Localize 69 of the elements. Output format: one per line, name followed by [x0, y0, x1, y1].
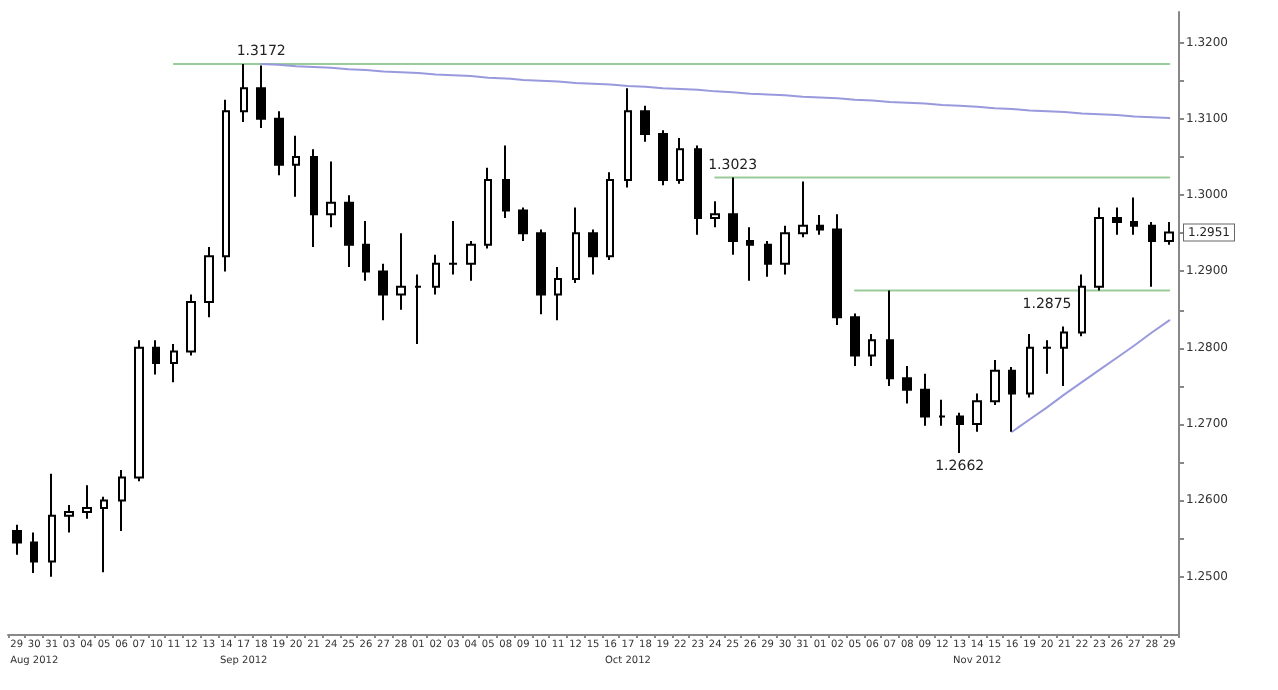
candlestick	[344, 194, 354, 268]
candlestick	[1060, 325, 1068, 387]
candlestick	[606, 171, 614, 262]
candlestick	[902, 365, 912, 405]
candlestick	[170, 342, 178, 384]
candlestick	[30, 531, 38, 574]
candlestick	[362, 220, 370, 282]
candlestick	[658, 129, 668, 187]
candlestick	[152, 339, 160, 376]
candlestick	[378, 262, 388, 322]
candlestick	[850, 312, 860, 368]
candlestick	[310, 148, 318, 249]
candlestick	[432, 253, 440, 296]
candlestick	[710, 200, 720, 229]
candlestick	[118, 468, 126, 532]
candlestick	[1148, 220, 1156, 288]
candlestick	[780, 224, 790, 276]
candlestick	[1112, 206, 1122, 236]
candlestick	[746, 226, 754, 282]
candlestick	[186, 293, 196, 357]
candlestick	[990, 359, 1000, 407]
candlestick	[274, 110, 284, 177]
candlestick	[588, 228, 598, 276]
candlestick	[972, 392, 982, 433]
candlestick	[694, 144, 702, 236]
candlestick	[518, 206, 528, 242]
candlestick	[676, 136, 684, 185]
candlestick	[466, 239, 476, 282]
candlestick	[938, 398, 946, 427]
line-series	[1011, 319, 1171, 433]
candlestick	[816, 214, 824, 236]
candlestick	[956, 411, 964, 455]
candlestick	[256, 64, 266, 130]
candlestick	[1026, 333, 1034, 399]
candlestick	[12, 523, 22, 556]
candlestick	[1078, 273, 1086, 338]
candlestick	[1008, 365, 1016, 433]
candlestick	[1094, 206, 1104, 292]
candlestick	[396, 232, 406, 311]
candlestick	[326, 160, 336, 229]
candlestick	[886, 289, 894, 387]
candlestick	[798, 180, 808, 239]
candlestick	[536, 228, 546, 316]
candlestick	[572, 206, 580, 284]
candlestick	[222, 98, 230, 273]
candlestick	[82, 484, 92, 520]
candlestick	[640, 104, 650, 143]
candlestick	[292, 134, 300, 198]
candlestick	[764, 239, 772, 278]
candlestick	[1042, 339, 1052, 375]
candlestick	[414, 273, 422, 345]
candlestick	[502, 144, 510, 220]
candlestick	[1130, 196, 1138, 236]
candlestick	[240, 62, 248, 123]
candlestick	[624, 87, 632, 189]
candlestick	[448, 220, 458, 276]
candlestick	[554, 265, 562, 322]
candlestick	[832, 213, 842, 326]
candlestick	[204, 246, 214, 319]
line-series	[260, 62, 1171, 120]
candlestick	[728, 176, 738, 256]
candlestick	[48, 472, 56, 578]
candlestick	[100, 495, 108, 574]
candlestick	[134, 339, 144, 483]
candlestick	[1164, 220, 1174, 246]
candlestick	[484, 166, 492, 250]
candlestick	[920, 372, 930, 427]
candlestick	[64, 504, 74, 534]
candlestick	[868, 333, 876, 368]
